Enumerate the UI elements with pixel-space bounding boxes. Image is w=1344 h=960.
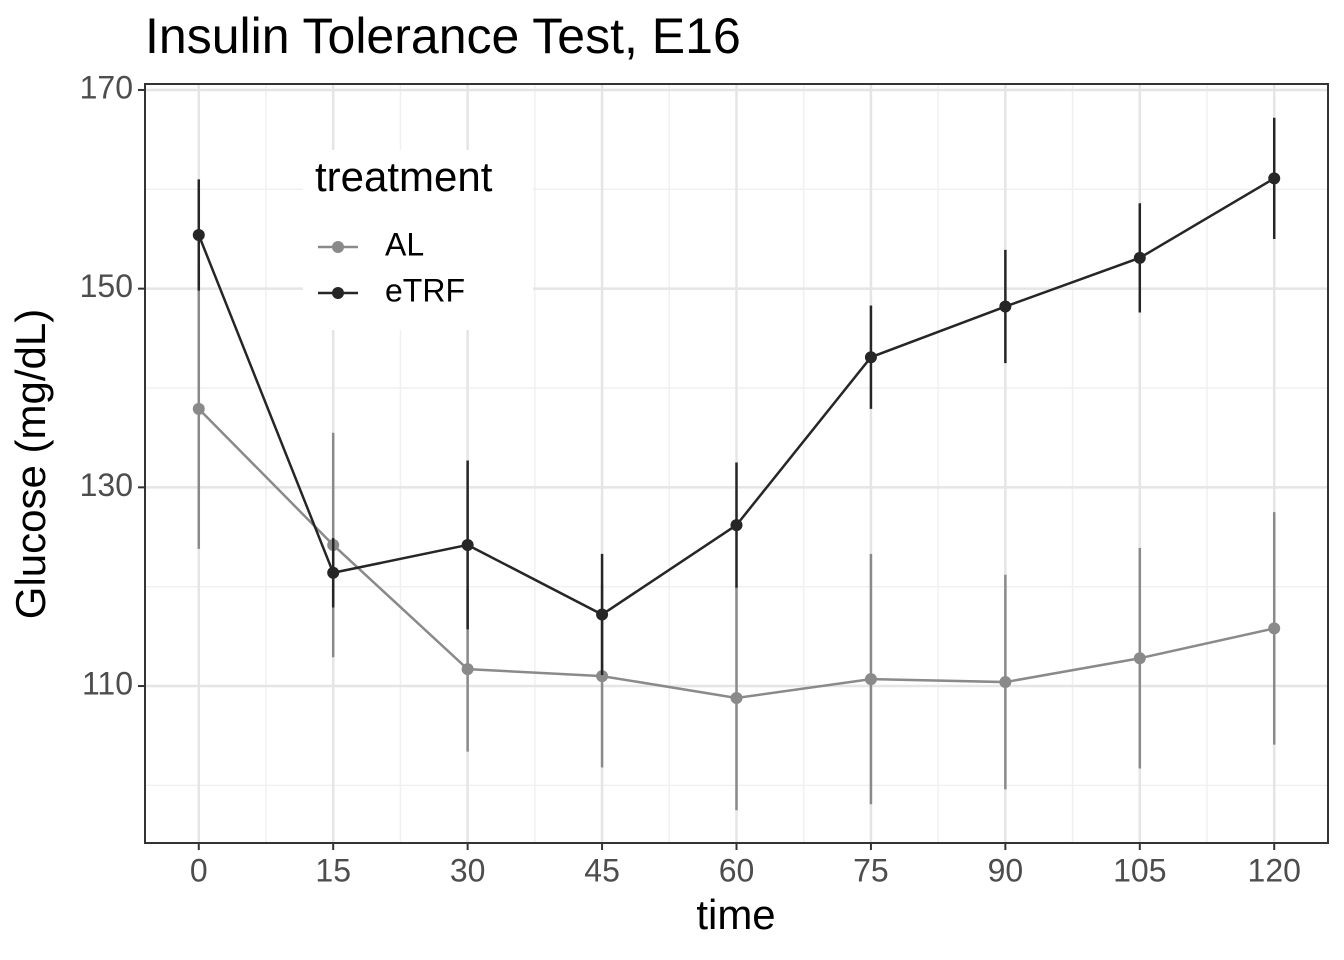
y-tick-label: 130 bbox=[80, 467, 133, 503]
data-point bbox=[1268, 622, 1281, 635]
data-point bbox=[864, 351, 877, 364]
data-point bbox=[864, 673, 877, 686]
x-tick-label: 0 bbox=[190, 852, 208, 888]
y-tick-label: 150 bbox=[80, 268, 133, 304]
x-tick-label: 120 bbox=[1248, 852, 1301, 888]
x-axis-title: time bbox=[696, 891, 775, 938]
data-point bbox=[192, 402, 205, 415]
data-point bbox=[1268, 172, 1281, 185]
chart-title: Insulin Tolerance Test, E16 bbox=[145, 8, 741, 64]
x-tick-label: 105 bbox=[1113, 852, 1166, 888]
data-point bbox=[730, 519, 743, 532]
data-point bbox=[999, 676, 1012, 689]
legend-key-point bbox=[332, 241, 344, 253]
x-tick-label: 30 bbox=[450, 852, 486, 888]
data-point bbox=[596, 608, 609, 621]
y-axis-title: Glucose (mg/dL) bbox=[7, 309, 54, 619]
legend-title: treatment bbox=[315, 153, 493, 200]
data-point bbox=[461, 663, 474, 676]
legend-background bbox=[303, 150, 533, 330]
x-tick-label: 90 bbox=[988, 852, 1024, 888]
data-point bbox=[461, 538, 474, 551]
x-tick-label: 15 bbox=[315, 852, 351, 888]
legend-label: AL bbox=[385, 226, 424, 262]
data-point bbox=[1133, 251, 1146, 264]
plot-border bbox=[144, 83, 1329, 844]
legend-key-point bbox=[332, 287, 344, 299]
data-point bbox=[1133, 652, 1146, 665]
x-tick-label: 60 bbox=[719, 852, 755, 888]
y-tick-label: 110 bbox=[82, 665, 133, 701]
legend-label: eTRF bbox=[385, 272, 465, 308]
data-point bbox=[730, 691, 743, 704]
data-point bbox=[999, 300, 1012, 313]
y-tick-label: 170 bbox=[80, 69, 133, 105]
data-point bbox=[192, 229, 205, 242]
x-tick-label: 45 bbox=[584, 852, 620, 888]
x-tick-label: 75 bbox=[853, 852, 889, 888]
data-point bbox=[327, 566, 340, 579]
data-point bbox=[596, 670, 609, 683]
